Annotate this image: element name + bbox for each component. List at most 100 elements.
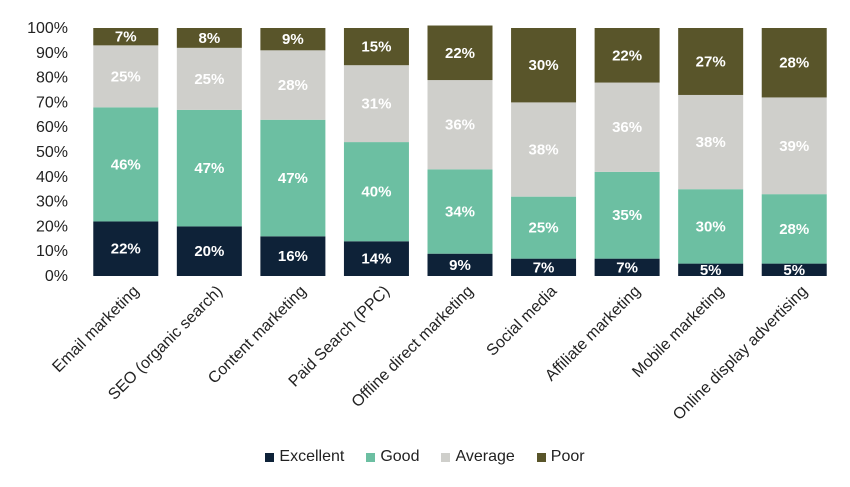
data-label: 27% xyxy=(696,53,726,70)
x-category-label: Online display advertising xyxy=(670,283,811,424)
bar-segment-good xyxy=(176,109,242,227)
data-label: 25% xyxy=(529,220,559,237)
bar-segment-poor xyxy=(343,28,409,66)
bar-segment-excellent xyxy=(511,258,577,276)
legend-swatch xyxy=(265,452,275,462)
data-label: 30% xyxy=(529,57,559,74)
data-label: 28% xyxy=(779,55,809,72)
data-label: 7% xyxy=(533,259,555,276)
data-label: 47% xyxy=(194,160,224,177)
data-label: 20% xyxy=(194,243,224,260)
data-label: 36% xyxy=(445,117,475,134)
data-label: 14% xyxy=(361,251,391,268)
data-label: 16% xyxy=(278,248,308,265)
data-label: 35% xyxy=(612,207,642,224)
bar-segment-poor xyxy=(594,28,660,83)
bar-segment-average xyxy=(260,50,326,120)
bar-segment-poor xyxy=(93,28,159,46)
data-label: 25% xyxy=(111,68,141,85)
legend-label: Average xyxy=(455,448,515,465)
y-tick-label: 40% xyxy=(36,169,68,186)
bar-segment-excellent xyxy=(176,226,242,276)
bar-segment-excellent xyxy=(678,263,744,276)
legend-item-excellent: Excellent xyxy=(265,448,344,466)
bar-segment-excellent xyxy=(343,241,409,276)
x-category-label: Email marketing xyxy=(49,283,142,376)
bar-segment-average xyxy=(511,102,577,197)
bar-segment-poor xyxy=(761,28,827,98)
bars xyxy=(93,25,827,276)
data-labels: 22% 46% 25% 7% 20% 47% 25% 8% 16% 47% 28% 9% 14% 40% 3… xyxy=(111,29,809,279)
legend-swatch xyxy=(441,452,451,462)
y-tick-label: 60% xyxy=(36,119,68,136)
data-label: 22% xyxy=(111,241,141,258)
bar-segment-poor xyxy=(678,28,744,95)
y-tick-label: 0% xyxy=(45,268,68,285)
bar-segment-average xyxy=(678,94,744,190)
data-label: 40% xyxy=(361,184,391,201)
bar-segment-poor xyxy=(511,28,577,103)
data-label: 22% xyxy=(445,45,475,62)
data-label: 39% xyxy=(779,138,809,155)
bar-segment-poor xyxy=(176,28,242,48)
y-tick-label: 90% xyxy=(36,45,68,62)
bar-segment-good xyxy=(511,196,577,259)
bar-segment-good xyxy=(260,119,326,237)
legend-label: Poor xyxy=(550,448,585,465)
data-label: 22% xyxy=(612,47,642,64)
legend-swatch xyxy=(366,452,376,462)
data-label: 36% xyxy=(612,119,642,136)
bar-segment-average xyxy=(176,47,242,110)
y-tick-label: 100% xyxy=(27,20,68,37)
y-axis: 0% 10% 20% 30% 40% 50% 60% 70% 80% 90% 100% xyxy=(27,20,68,285)
legend-label: Excellent xyxy=(279,448,345,465)
data-label: 7% xyxy=(616,259,638,276)
bar-segment-excellent xyxy=(427,253,493,276)
bar-segment-good xyxy=(93,107,159,222)
data-label: 47% xyxy=(278,170,308,187)
data-label: 15% xyxy=(361,39,391,56)
y-tick-label: 10% xyxy=(36,243,68,260)
data-label: 25% xyxy=(194,71,224,88)
bar-segment-good xyxy=(761,194,827,264)
data-label: 46% xyxy=(111,156,141,173)
bar-segment-excellent xyxy=(93,221,159,276)
data-label: 34% xyxy=(445,204,475,221)
bar-segment-good xyxy=(678,189,744,264)
data-label: 7% xyxy=(115,29,137,46)
data-label: 8% xyxy=(198,30,220,47)
x-category-label: Social media xyxy=(484,283,561,360)
y-tick-label: 80% xyxy=(36,70,68,87)
bar-segment-average xyxy=(343,65,409,143)
legend-item-poor: Poor xyxy=(536,448,585,466)
legend-item-average: Average xyxy=(441,448,515,466)
bar-segment-excellent xyxy=(761,263,827,276)
data-label: 9% xyxy=(282,31,304,48)
legend-label: Good xyxy=(380,448,420,465)
data-label: 31% xyxy=(361,96,391,113)
bar-segment-good xyxy=(343,142,409,242)
data-label: 30% xyxy=(696,218,726,235)
x-category-label: Mobile marketing xyxy=(629,283,727,381)
bar-segment-excellent xyxy=(260,236,326,276)
bar-segment-poor xyxy=(260,28,326,51)
legend-swatch xyxy=(536,452,546,462)
y-tick-label: 30% xyxy=(36,194,68,211)
legend-item-good: Good xyxy=(366,448,419,466)
data-label: 28% xyxy=(779,221,809,238)
y-tick-label: 20% xyxy=(36,218,68,235)
legend: Excellent Good Average Poor xyxy=(0,448,850,466)
bar-segment-average xyxy=(594,82,660,172)
bar-segment-excellent xyxy=(594,258,660,276)
bar-segment-average xyxy=(761,97,827,195)
data-label: 5% xyxy=(700,262,722,279)
bar-segment-good xyxy=(594,171,660,259)
data-label: 5% xyxy=(783,262,805,279)
data-label: 9% xyxy=(449,257,471,274)
bar-segment-poor xyxy=(427,25,493,81)
data-label: 38% xyxy=(696,134,726,151)
data-label: 28% xyxy=(278,77,308,94)
bar-segment-average xyxy=(427,80,493,170)
